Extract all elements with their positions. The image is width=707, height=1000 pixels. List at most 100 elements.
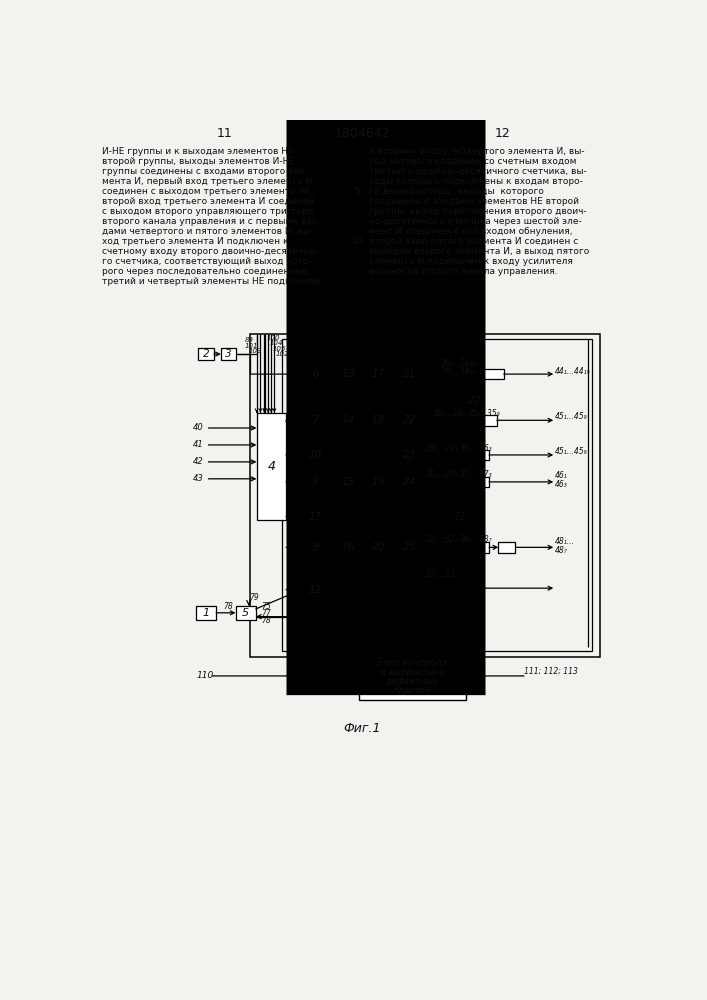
- Text: ходы которого подключены к входам второ-: ходы которого подключены к входам второ-: [369, 177, 583, 186]
- Text: 32₁...32₇: 32₁...32₇: [426, 535, 459, 544]
- Bar: [339, 368, 356, 380]
- Bar: [307, 510, 324, 523]
- Text: 3: 3: [226, 349, 232, 359]
- Text: элемента И подключен к входу усилителя: элемента И подключен к входу усилителя: [369, 257, 573, 266]
- Text: 105: 105: [273, 346, 286, 352]
- Text: 23: 23: [404, 450, 416, 460]
- Text: 31: 31: [454, 512, 467, 522]
- Bar: [370, 414, 387, 426]
- Bar: [235, 606, 256, 620]
- Text: ход третьего элемента И подключен к: ход третьего элемента И подключен к: [102, 237, 288, 246]
- Text: ход которого соединен со счетным входом: ход которого соединен со счетным входом: [369, 157, 576, 166]
- Bar: [402, 476, 419, 488]
- Text: выходом второго элемента И, а выход пятого: выходом второго элемента И, а выход пято…: [369, 247, 589, 256]
- Text: 29₁...29₃: 29₁...29₃: [426, 444, 459, 453]
- Bar: [370, 368, 387, 380]
- Bar: [359, 652, 466, 700]
- Text: 1: 1: [203, 608, 210, 618]
- Text: 48₇: 48₇: [555, 546, 568, 555]
- Text: 13: 13: [341, 369, 355, 379]
- Text: 100: 100: [267, 335, 280, 341]
- Bar: [402, 449, 419, 461]
- Text: 37₁...37₃: 37₁...37₃: [460, 470, 493, 479]
- Text: 43: 43: [193, 474, 204, 483]
- Text: группы соединены с входами второго эле-: группы соединены с входами второго эле-: [102, 167, 308, 176]
- Bar: [339, 541, 356, 554]
- Bar: [250, 334, 600, 657]
- Text: 78: 78: [261, 616, 271, 625]
- Text: третьего двоично-десятичного счетчика, вы-: третьего двоично-десятичного счетчика, в…: [369, 167, 587, 176]
- Text: 34₁...34₁₉: 34₁...34₁₉: [441, 367, 477, 376]
- Text: второй группы, выходы элементов И-НЕ: второй группы, выходы элементов И-НЕ: [102, 157, 295, 166]
- Bar: [482, 369, 504, 379]
- Bar: [450, 369, 472, 379]
- Text: 2: 2: [203, 349, 209, 359]
- Text: 77: 77: [261, 609, 271, 618]
- Bar: [442, 583, 464, 594]
- Text: 21: 21: [404, 369, 416, 379]
- Bar: [402, 368, 419, 380]
- Text: Фиг.1: Фиг.1: [343, 722, 380, 735]
- Text: мент И соединен с его входом обнуления,: мент И соединен с его входом обнуления,: [369, 227, 573, 236]
- Text: 35₁...35₉: 35₁...35₉: [468, 409, 501, 418]
- Text: 14: 14: [341, 415, 355, 425]
- Bar: [452, 510, 469, 523]
- Text: го счетчика, соответствующий выход кото-: го счетчика, соответствующий выход кото-: [102, 257, 311, 266]
- Text: 5: 5: [242, 608, 250, 618]
- Text: 16: 16: [341, 542, 355, 552]
- Text: 17: 17: [372, 369, 385, 379]
- Text: И-НЕ группы и к выходам элементов НЕ: И-НЕ группы и к выходам элементов НЕ: [102, 147, 293, 156]
- Bar: [467, 477, 489, 487]
- Text: рого через последовательно соединенные: рого через последовательно соединенные: [102, 267, 308, 276]
- Text: 24: 24: [404, 477, 416, 487]
- Text: 10: 10: [309, 450, 322, 460]
- Text: 10: 10: [351, 237, 363, 246]
- Text: 11: 11: [217, 127, 233, 140]
- Bar: [434, 450, 456, 460]
- Text: 44₁...44₁₉: 44₁...44₁₉: [555, 367, 590, 376]
- Bar: [257, 413, 286, 520]
- Text: соединены с входами элементов НЕ второй: соединены с входами элементов НЕ второй: [369, 197, 579, 206]
- Text: второй вход пятого элемента И соединен с: второй вход пятого элемента И соединен с: [369, 237, 578, 246]
- Bar: [402, 541, 419, 554]
- Text: 111; 112; 113: 111; 112; 113: [524, 667, 578, 676]
- Text: 22: 22: [404, 415, 416, 425]
- Text: 17: 17: [309, 512, 322, 522]
- Bar: [475, 415, 497, 426]
- Text: 75: 75: [261, 602, 271, 611]
- Bar: [339, 414, 356, 426]
- Text: 12: 12: [309, 585, 322, 595]
- Text: 103: 103: [248, 348, 262, 354]
- Text: 42: 42: [193, 457, 204, 466]
- Text: третий и четвертый элементы НЕ подключен: третий и четвертый элементы НЕ подключен: [102, 277, 320, 286]
- Text: 5: 5: [354, 187, 360, 196]
- Bar: [307, 414, 324, 426]
- Text: 46₃: 46₃: [555, 480, 568, 489]
- Text: 4: 4: [267, 460, 275, 473]
- Bar: [307, 541, 324, 554]
- Bar: [466, 395, 483, 407]
- Text: Блок контроля: Блок контроля: [378, 658, 448, 667]
- Text: 48₁...: 48₁...: [555, 537, 575, 546]
- Text: пластин: пластин: [393, 686, 432, 695]
- Text: но-десятичного счетчика через шестой эле-: но-десятичного счетчика через шестой эле…: [369, 217, 582, 226]
- Text: счетному входу второго двоично-десятично-: счетному входу второго двоично-десятично…: [102, 247, 317, 256]
- Text: 1804642: 1804642: [334, 127, 390, 140]
- Bar: [199, 348, 214, 360]
- Bar: [307, 449, 324, 461]
- Text: 30₁...30₃: 30₁...30₃: [426, 470, 459, 479]
- Text: 41: 41: [193, 440, 204, 449]
- Text: 40: 40: [193, 424, 204, 432]
- Bar: [370, 541, 387, 554]
- Bar: [221, 348, 236, 360]
- Text: второго канала управления и с первыми вхо-: второго канала управления и с первыми вх…: [102, 217, 320, 226]
- Text: 27: 27: [468, 396, 481, 406]
- Text: 78: 78: [223, 602, 233, 611]
- Text: с выходом второго управляющего триггера: с выходом второго управляющего триггера: [102, 207, 313, 216]
- Text: 9: 9: [312, 542, 319, 552]
- Text: 45₁...45₉: 45₁...45₉: [555, 447, 588, 456]
- Bar: [307, 584, 324, 596]
- Text: дами четвертого и пятого элементов И, вы-: дами четвертого и пятого элементов И, вы…: [102, 227, 312, 236]
- Bar: [370, 476, 387, 488]
- Bar: [402, 414, 419, 426]
